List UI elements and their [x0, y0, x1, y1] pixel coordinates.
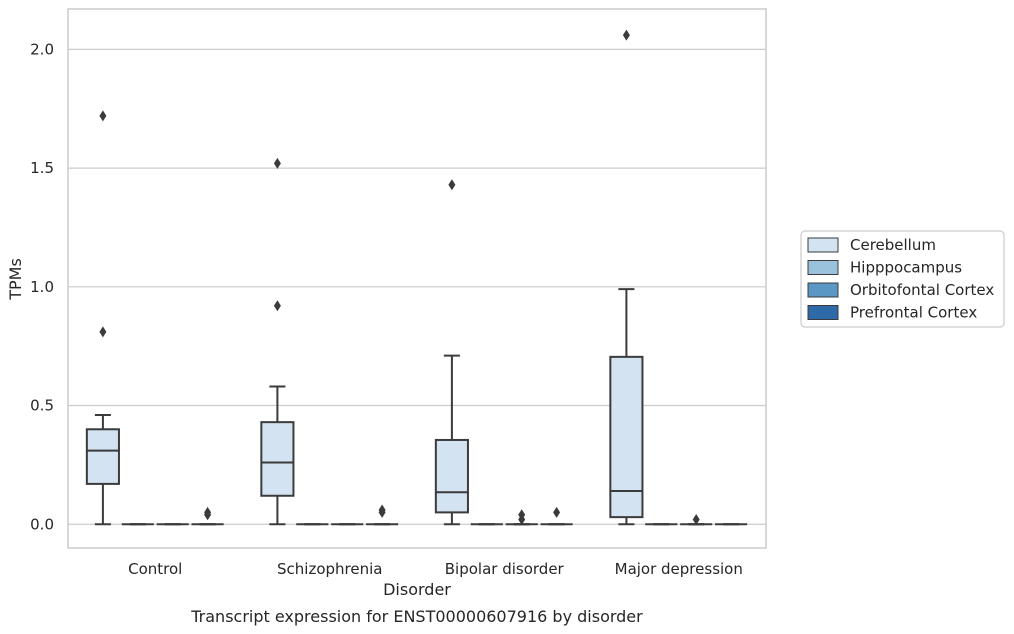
legend-label: Hipppocampus — [850, 259, 962, 277]
y-axis-label: TPMs — [6, 258, 25, 301]
legend-label: Orbitofontal Cortex — [850, 281, 994, 299]
box-iqr — [85, 428, 120, 485]
box-plots — [85, 29, 748, 526]
box-3-4 — [680, 514, 713, 526]
y-tick-label: 1.5 — [30, 159, 54, 177]
legend-label: Cerebellum — [850, 236, 936, 254]
box-3-3 — [505, 509, 538, 526]
y-tick-label: 0.5 — [30, 397, 54, 415]
box-4-3 — [540, 506, 573, 526]
outlier-point — [99, 326, 107, 338]
box-4-2 — [366, 504, 399, 526]
y-tick-label: 2.0 — [30, 40, 54, 58]
box-iqr — [434, 438, 469, 514]
outlier-point — [273, 157, 281, 169]
y-tick-labels: 0.0 0.5 1.0 1.5 2.0 — [30, 40, 54, 533]
box-1-2 — [260, 157, 295, 526]
x-tick-label: Bipolar disorder — [445, 560, 565, 578]
box-1-3 — [434, 179, 469, 526]
outlier-point — [518, 509, 526, 521]
outlier-point — [99, 110, 107, 122]
outlier-point — [448, 179, 456, 191]
outlier-point — [692, 514, 700, 526]
legend-swatch — [807, 260, 839, 275]
box-1-4 — [609, 29, 644, 526]
x-tick-label: Control — [128, 560, 182, 578]
outlier-point — [204, 506, 212, 518]
x-axis-label: Disorder — [383, 580, 451, 599]
y-tick-label: 1.0 — [30, 278, 54, 296]
plot-frame — [67, 8, 767, 549]
box-iqr — [260, 421, 295, 497]
box-1-1 — [85, 110, 120, 526]
legend-swatch — [807, 237, 839, 253]
legend-swatch — [807, 305, 839, 320]
grid — [68, 48, 766, 525]
x-tick-labels: Control Schizophrenia Bipolar disorder Majo… — [128, 560, 743, 578]
outlier-point — [378, 504, 386, 516]
legend-frame — [800, 230, 1005, 328]
x-tick-label: Major depression — [615, 560, 743, 578]
legend: Cerebellum Hipppocampus Orbitofontal Corte… — [800, 230, 1005, 328]
box-iqr — [609, 355, 644, 519]
chart-caption: Transcript expression for ENST0000060791… — [190, 607, 643, 626]
box-4-1 — [191, 506, 224, 526]
y-tick-label: 0.0 — [30, 515, 54, 533]
outlier-point — [553, 506, 561, 518]
outlier-point — [273, 300, 281, 312]
outlier-point — [622, 29, 630, 41]
legend-label: Prefrontal Cortex — [850, 304, 977, 322]
x-tick-label: Schizophrenia — [277, 560, 382, 578]
legend-swatch — [807, 282, 839, 298]
